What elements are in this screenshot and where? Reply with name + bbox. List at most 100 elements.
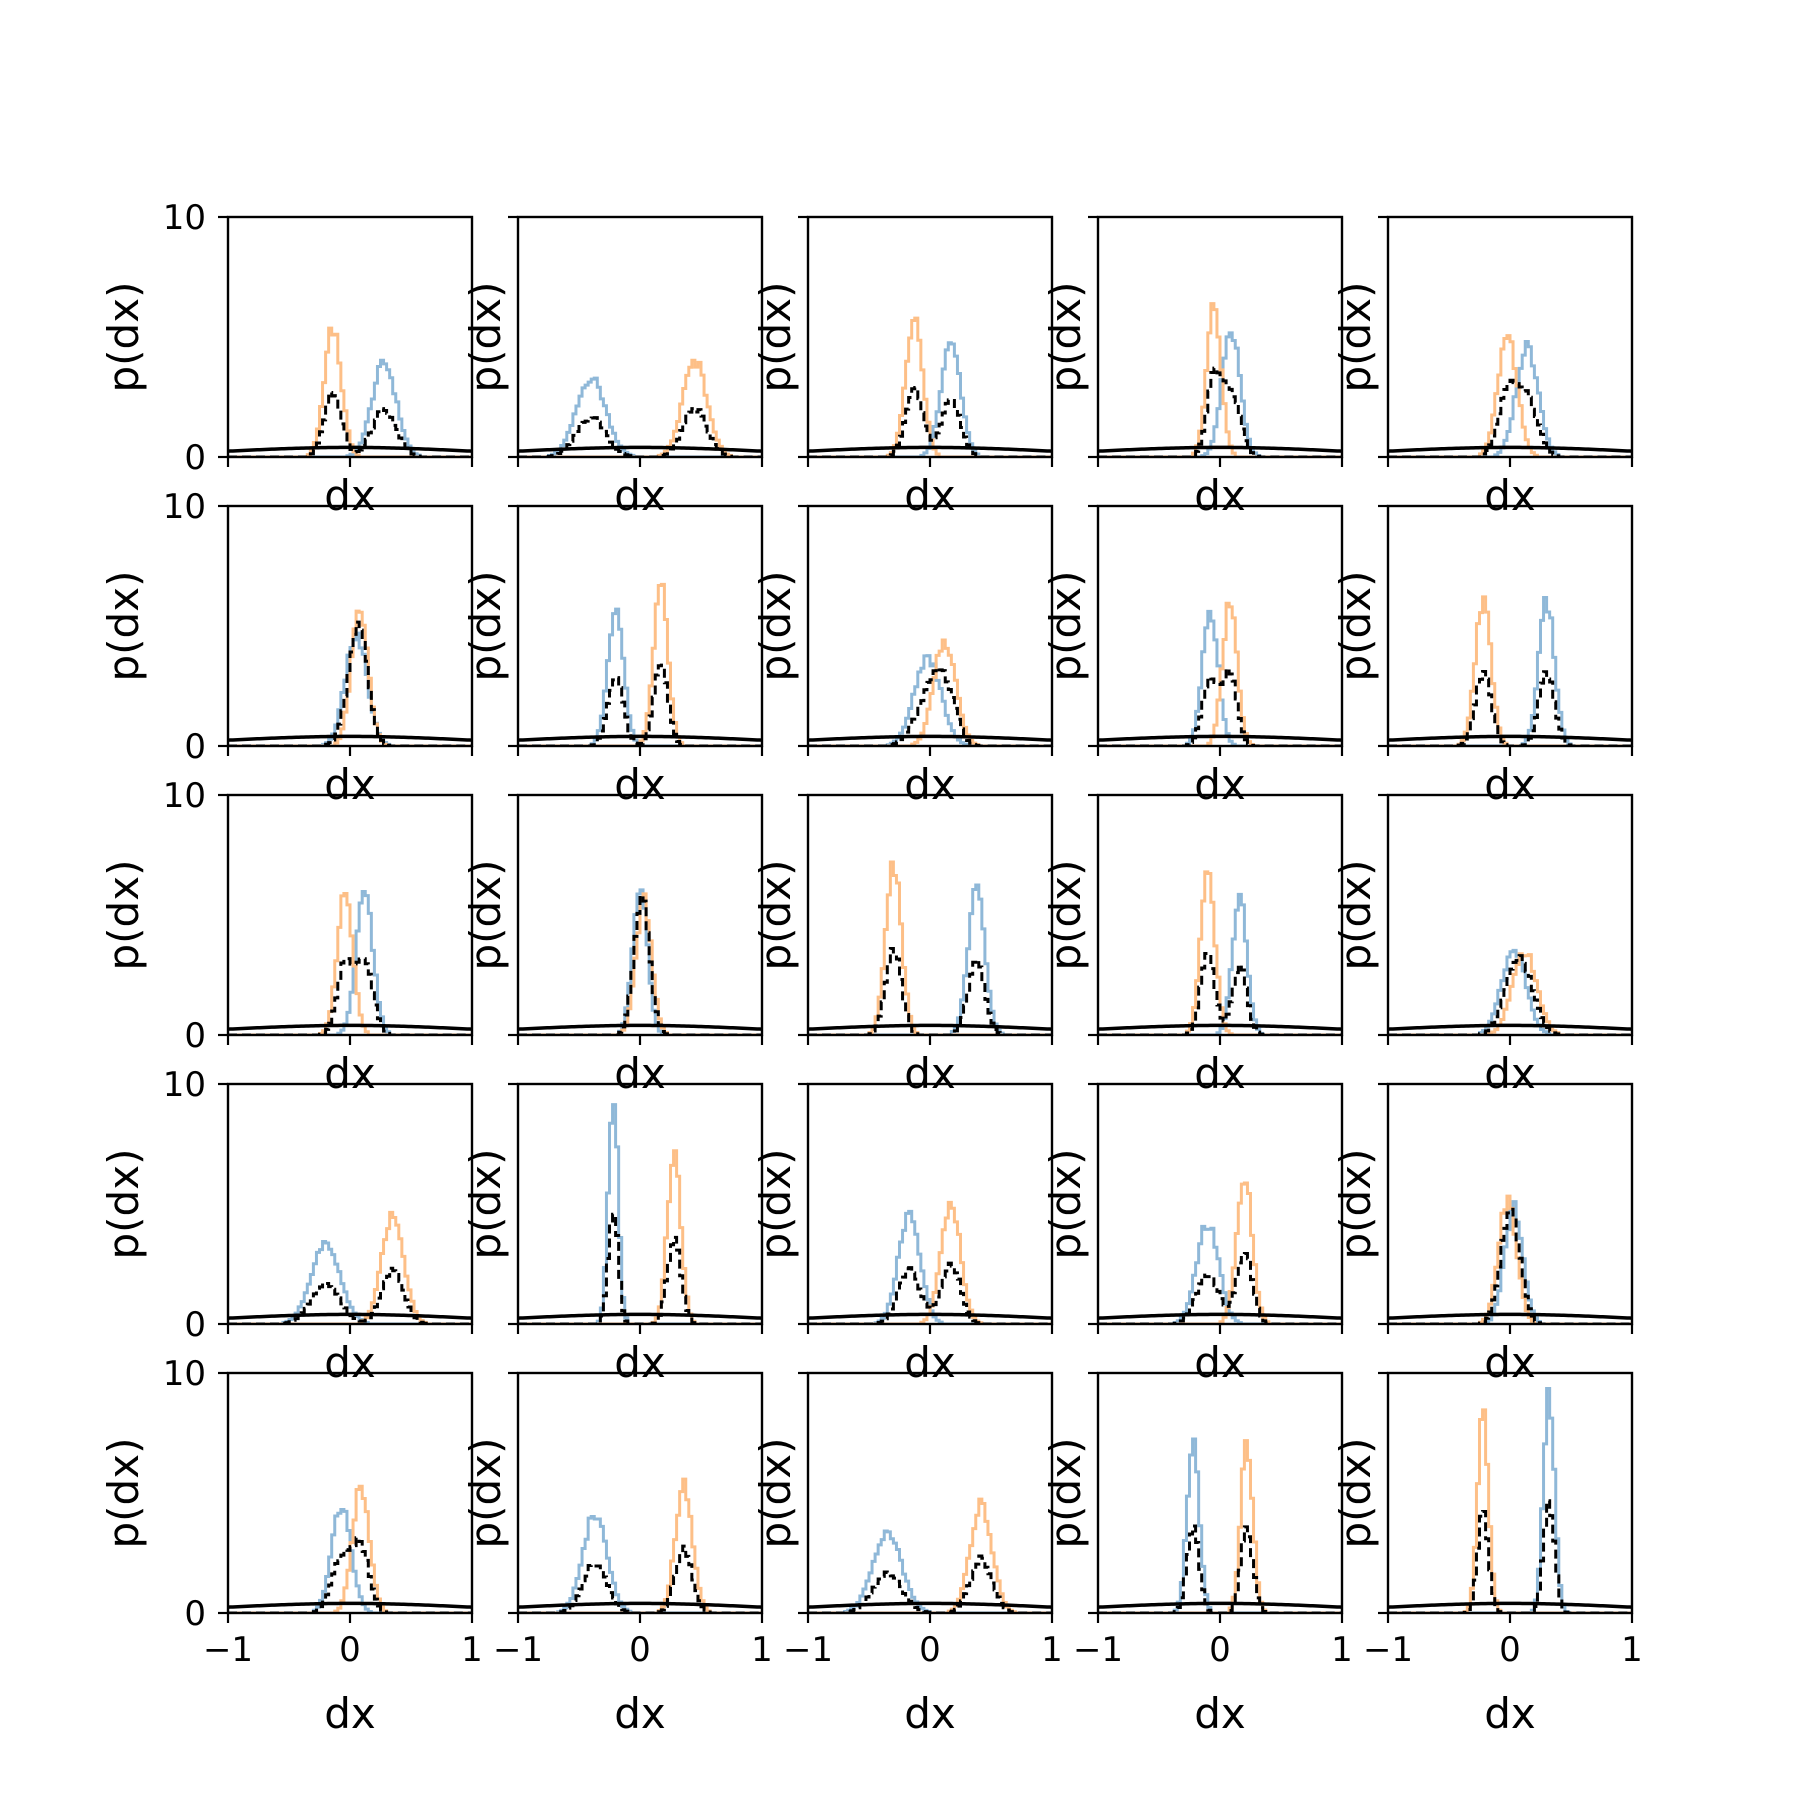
blue-histogram [228, 1508, 472, 1613]
plot-area [228, 609, 472, 746]
mixture-dashed-histogram [1388, 954, 1632, 1035]
y-tick-label: 10 [163, 1354, 206, 1394]
baseline-curve [518, 1601, 762, 1609]
baseline-curve [1388, 1601, 1632, 1609]
x-axis-label: dx [324, 1689, 376, 1738]
panels-layer: 010dxp(dx)dxp(dx)dxp(dx)dxp(dx)dxp(dx)01… [99, 198, 1643, 1738]
y-tick-label: 0 [184, 1016, 206, 1056]
panel-r2-c1: dx p(dx) [461, 793, 764, 1098]
x-tick-label: 0 [629, 1630, 651, 1670]
x-tick-label: −1 [1363, 1630, 1413, 1670]
y-axis-label: p(dx) [461, 860, 510, 971]
plot-area [1388, 595, 1632, 746]
y-axis-label: p(dx) [1041, 282, 1090, 393]
baseline-curve [1388, 1312, 1632, 1320]
x-axis-label: dx [904, 1689, 956, 1738]
y-axis-label: p(dx) [1041, 571, 1090, 682]
plot-area [518, 1477, 762, 1613]
y-tick-label: 0 [184, 1305, 206, 1345]
y-tick-label: 0 [184, 438, 206, 478]
panel-r2-c0: 0 10 dx p(dx) [99, 776, 474, 1098]
x-tick-label: 1 [1041, 1630, 1063, 1670]
panel-r3-c4: dx p(dx) [1331, 1082, 1634, 1387]
baseline-curve [518, 1023, 762, 1031]
orange-histogram [1388, 952, 1632, 1035]
baseline-curve [1098, 445, 1342, 453]
plot-area [1388, 1386, 1632, 1613]
mixture-dashed-histogram [228, 391, 472, 457]
orange-histogram [1098, 302, 1342, 457]
blue-histogram [1098, 1224, 1342, 1324]
panel-r4-c4: −1 0 1 dx p(dx) [1331, 1371, 1643, 1738]
blue-histogram [518, 1103, 762, 1324]
plot-area [518, 1103, 762, 1324]
plot-area [228, 890, 472, 1035]
x-axis-label: dx [614, 471, 666, 520]
plot-area [518, 582, 762, 746]
baseline-curve [808, 1601, 1052, 1609]
x-axis-label: dx [1484, 471, 1536, 520]
x-tick-label: −1 [783, 1630, 833, 1670]
blue-histogram [1098, 1437, 1342, 1613]
mixture-dashed-histogram [808, 946, 1052, 1035]
baseline-curve [1388, 734, 1632, 742]
panel-r0-c2: dx p(dx) [751, 215, 1054, 520]
y-axis-label: p(dx) [461, 1438, 510, 1549]
baseline-curve [1388, 445, 1632, 453]
orange-histogram [518, 1149, 762, 1324]
y-tick-label: 10 [163, 487, 206, 527]
orange-histogram [228, 892, 472, 1035]
baseline-curve [228, 1312, 472, 1320]
y-axis-label: p(dx) [99, 1438, 148, 1549]
orange-histogram [1098, 601, 1342, 746]
panel-r4-c3: −1 0 1 dx p(dx) [1041, 1371, 1353, 1738]
orange-histogram [808, 860, 1052, 1035]
baseline-curve [1098, 1601, 1342, 1609]
x-axis-label: dx [1194, 1689, 1246, 1738]
panel-r3-c2: dx p(dx) [751, 1082, 1054, 1387]
baseline-curve [518, 445, 762, 453]
panel-r3-c1: dx p(dx) [461, 1082, 764, 1387]
x-tick-label: 1 [751, 1630, 773, 1670]
orange-histogram [518, 582, 762, 746]
blue-histogram [228, 890, 472, 1035]
blue-histogram [808, 341, 1052, 457]
orange-histogram [1098, 1439, 1342, 1613]
panel-r1-c1: dx p(dx) [461, 504, 764, 809]
plot-area [228, 1484, 472, 1613]
panel-r1-c0: 0 10 dx p(dx) [99, 487, 474, 809]
blue-histogram [1388, 948, 1632, 1035]
x-axis-label: dx [1484, 1049, 1536, 1098]
mixture-dashed-histogram [808, 1261, 1052, 1324]
y-axis-label: p(dx) [461, 282, 510, 393]
x-tick-label: 0 [1209, 1630, 1231, 1670]
mixture-dashed-histogram [808, 666, 1052, 746]
x-axis-label: dx [324, 471, 376, 520]
x-axis-label: dx [324, 760, 376, 809]
x-axis-label: dx [1194, 1338, 1246, 1387]
baseline-curve [1098, 1023, 1342, 1031]
y-tick-label: 10 [163, 198, 206, 238]
y-axis-label: p(dx) [1041, 860, 1090, 971]
baseline-curve [518, 1312, 762, 1320]
x-axis-label: dx [324, 1049, 376, 1098]
x-tick-label: 0 [1499, 1630, 1521, 1670]
plot-area [518, 358, 762, 457]
y-axis-label: p(dx) [99, 1149, 148, 1260]
x-tick-label: 1 [1621, 1630, 1643, 1670]
plot-area [1388, 1194, 1632, 1324]
y-axis-label: p(dx) [461, 571, 510, 682]
blue-histogram [808, 1209, 1052, 1324]
y-axis-label: p(dx) [1331, 571, 1380, 682]
plot-area [518, 888, 762, 1035]
orange-histogram [1388, 334, 1632, 457]
y-axis-label: p(dx) [99, 571, 148, 682]
y-axis-label: p(dx) [1041, 1438, 1090, 1549]
mixture-dashed-histogram [228, 620, 472, 746]
blue-histogram [518, 607, 762, 746]
plot-area [1388, 948, 1632, 1035]
y-axis-label: p(dx) [461, 1149, 510, 1260]
baseline-curve [1388, 1023, 1632, 1031]
x-axis-label: dx [1484, 760, 1536, 809]
